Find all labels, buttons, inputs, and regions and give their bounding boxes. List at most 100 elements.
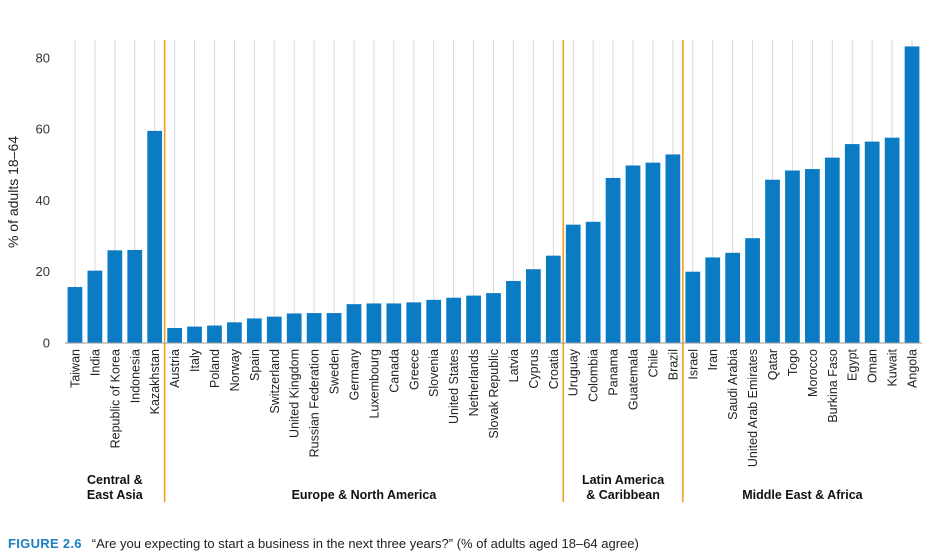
category-label: Angola (906, 349, 920, 388)
group-label: Europe & North America (292, 488, 438, 502)
bar (545, 255, 561, 343)
bar (107, 250, 123, 343)
category-label: Republic of Korea (108, 349, 122, 448)
y-tick-label: 80 (36, 50, 50, 65)
bar (286, 313, 302, 343)
category-label: Uruguay (567, 348, 581, 396)
bar (207, 325, 222, 343)
category-label: United States (447, 349, 461, 424)
chart-container: 0 20 40 60 80 % of adults 18–64 Taiwan India Rep… (5, 40, 922, 502)
category-label: Iran (706, 349, 720, 371)
category-label: Luxembourg (367, 349, 381, 419)
category-label: Saudi Arabia (726, 349, 740, 420)
bar (605, 177, 621, 343)
category-label: Kazakhstan (148, 349, 162, 414)
group-label: Middle East & Africa (742, 488, 863, 502)
group-label: & Caribbean (586, 488, 660, 502)
bar (565, 224, 581, 343)
category-label: Israel (686, 349, 700, 380)
bar (904, 46, 920, 343)
category-label: Switzerland (268, 349, 282, 414)
bar (525, 269, 541, 343)
bar (426, 299, 442, 343)
category-label: United Arab Emirates (746, 349, 760, 467)
y-axis-label: % of adults 18–64 (5, 136, 21, 248)
figure-caption-text: “Are you expecting to start a business i… (91, 536, 639, 551)
category-label: Egypt (846, 348, 860, 380)
category-label: Taiwan (68, 349, 82, 388)
bar (864, 141, 880, 343)
bar (346, 304, 362, 343)
category-label: Panama (607, 349, 621, 396)
category-label: Burkina Faso (826, 349, 840, 423)
y-tick-label: 40 (36, 193, 50, 208)
group-label: Latin America (582, 473, 665, 487)
category-label: Indonesia (128, 349, 142, 403)
bar-chart: 0 20 40 60 80 % of adults 18–64 Taiwan India Rep… (5, 40, 922, 502)
category-label: Canada (387, 349, 401, 393)
bar (884, 137, 900, 343)
bar (665, 154, 681, 343)
category-label: Sweden (328, 349, 342, 394)
category-label: Spain (248, 349, 262, 381)
category-label: Slovak Republic (487, 349, 501, 439)
bar (745, 238, 760, 343)
bar (386, 303, 402, 343)
bar (585, 221, 601, 343)
category-label: Poland (208, 349, 222, 388)
bar (844, 144, 860, 343)
bar (466, 295, 481, 343)
group-label: Central & (87, 473, 143, 487)
category-label: Cyprus (527, 349, 541, 389)
bar (406, 302, 422, 343)
bar (266, 316, 282, 343)
bar (705, 257, 721, 343)
category-label: Togo (786, 349, 800, 376)
bar (645, 162, 661, 343)
category-label: Russian Federation (308, 349, 322, 457)
bar (67, 287, 83, 343)
category-label: Latvia (507, 349, 521, 382)
category-label: Greece (407, 349, 421, 390)
bar (227, 322, 242, 343)
category-label: Chile (646, 349, 660, 378)
y-tick-label: 60 (36, 122, 50, 137)
bar (167, 328, 182, 343)
group-label: East Asia (87, 488, 144, 502)
bar (326, 313, 342, 343)
category-label: Germany (347, 348, 361, 400)
bar (765, 179, 780, 343)
category-label: Oman (866, 349, 880, 383)
bar (366, 303, 382, 343)
category-label: Brazil (666, 349, 680, 380)
bar (486, 293, 501, 343)
category-label: Slovenia (427, 349, 441, 397)
category-label: India (88, 349, 102, 376)
bar (506, 280, 521, 343)
category-label: Norway (228, 348, 242, 391)
bar (824, 157, 840, 343)
bar (127, 249, 143, 343)
figure-caption: FIGURE 2.6 “Are you expecting to start a … (8, 536, 639, 551)
y-tick-label: 0 (43, 336, 50, 351)
figure-number: FIGURE 2.6 (8, 536, 82, 551)
category-label: Italy (188, 348, 202, 372)
category-label: Croatia (547, 349, 561, 389)
bar (446, 297, 462, 343)
category-label: Guatemala (627, 349, 641, 410)
bar (147, 130, 163, 343)
bar (805, 169, 820, 343)
bar (87, 270, 103, 343)
category-label: Morocco (806, 349, 820, 397)
bar (685, 271, 701, 343)
bar (306, 313, 322, 343)
bar (246, 318, 262, 343)
bar (725, 252, 741, 343)
category-label: Kuwait (886, 348, 900, 386)
bar (187, 326, 202, 343)
category-label: Qatar (766, 349, 780, 380)
bar (785, 170, 800, 343)
category-label: Netherlands (467, 349, 481, 416)
category-label: Colombia (587, 349, 601, 402)
bar (625, 165, 641, 343)
